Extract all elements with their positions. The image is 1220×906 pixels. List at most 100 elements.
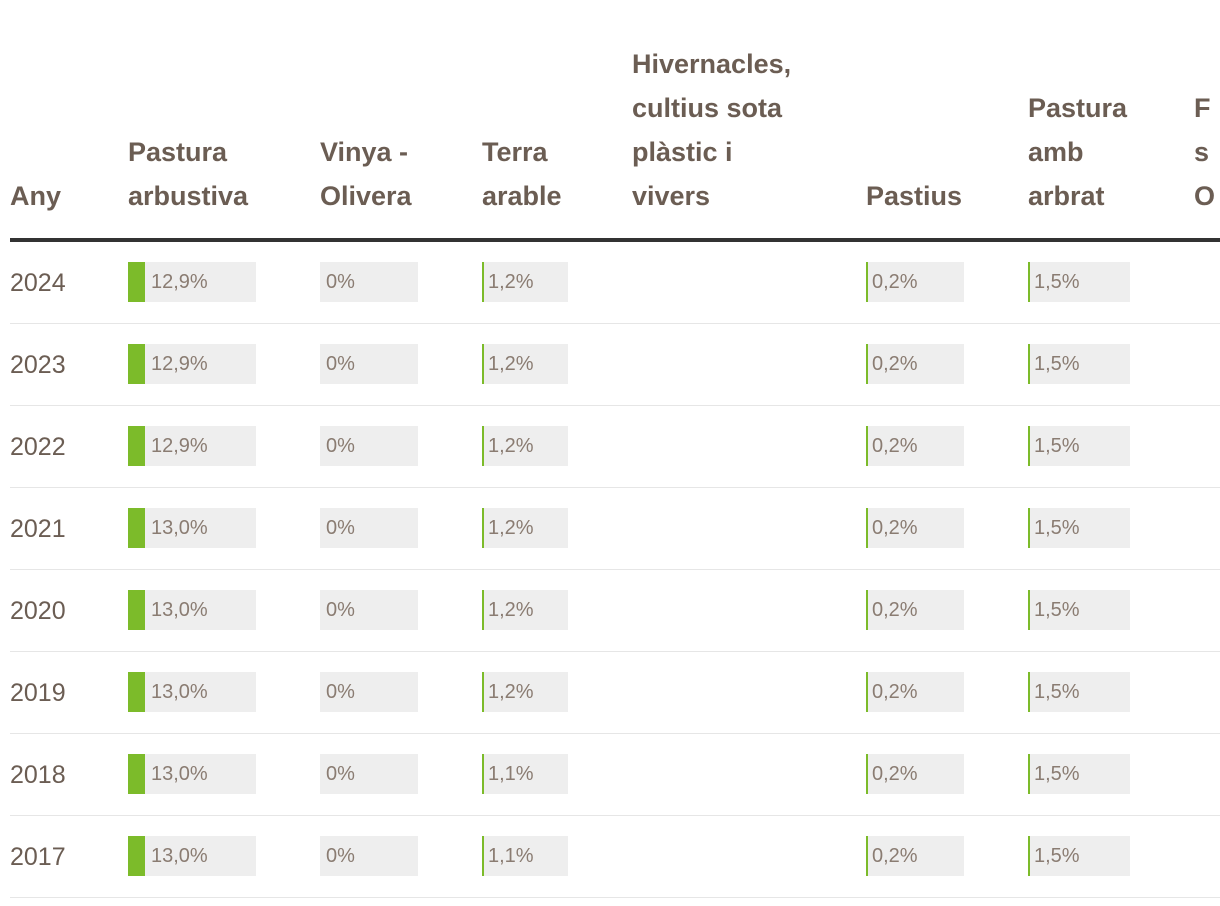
value-bar-cell: 1,2% <box>482 262 568 302</box>
value-bar-cell: 13,0% <box>128 672 256 712</box>
value-bar-fill <box>482 426 484 466</box>
value-bar-cell: 0,2% <box>866 344 964 384</box>
table-header: Any Pastura arbustiva Vinya - Olivera Terra… <box>10 0 1220 242</box>
value-bar-fill <box>482 344 484 384</box>
value-bar-cell: 0,2% <box>866 836 964 876</box>
value-bar-fill <box>482 836 484 876</box>
value-bar-cell: 1,1% <box>482 836 568 876</box>
value-label: 1,5% <box>1034 763 1080 785</box>
value-label: 0% <box>326 763 355 785</box>
table-row: 2017 13,0% 0% 1,1% 0,2% 1,5% <box>10 816 1220 898</box>
value-bar-cell: 12,9% <box>128 262 256 302</box>
value-label: 1,5% <box>1034 435 1080 457</box>
value-bar-fill <box>1028 344 1030 384</box>
value-bar-fill <box>866 672 868 712</box>
value-bar-cell: 0,2% <box>866 754 964 794</box>
year-cell: 2020 <box>10 597 66 625</box>
value-label: 0,2% <box>872 435 918 457</box>
column-header-7: F s O <box>1194 93 1216 211</box>
value-bar-fill <box>866 836 868 876</box>
value-bar-fill <box>128 508 145 548</box>
value-bar-fill <box>128 426 145 466</box>
table-row: 2021 13,0% 0% 1,2% 0,2% 1,5% <box>10 488 1220 570</box>
value-label: 0,2% <box>872 681 918 703</box>
value-bar-cell: 1,5% <box>1028 344 1130 384</box>
value-label: 1,5% <box>1034 353 1080 375</box>
value-bar-cell: 1,2% <box>482 344 568 384</box>
column-header-0: Any <box>10 181 62 211</box>
value-bar-fill <box>128 590 145 630</box>
value-bar-fill <box>866 344 868 384</box>
table-row: 2018 13,0% 0% 1,1% 0,2% 1,5% <box>10 734 1220 816</box>
value-bar-cell: 1,5% <box>1028 672 1130 712</box>
value-label: 1,5% <box>1034 599 1080 621</box>
value-bar-cell: 0% <box>320 836 418 876</box>
column-header-2: Vinya - Olivera <box>320 137 412 211</box>
value-bar-cell: 1,2% <box>482 672 568 712</box>
value-label: 1,1% <box>488 763 534 785</box>
value-label: 1,2% <box>488 271 534 293</box>
value-label: 0,2% <box>872 763 918 785</box>
value-label: 0% <box>326 845 355 867</box>
value-label: 13,0% <box>151 517 208 539</box>
column-header-5: Pastius <box>866 181 963 211</box>
value-bar-fill <box>482 590 484 630</box>
value-label: 1,2% <box>488 435 534 457</box>
column-header-1: Pastura arbustiva <box>128 137 249 211</box>
value-bar-cell: 0,2% <box>866 262 964 302</box>
value-label: 12,9% <box>151 435 208 457</box>
value-bar-fill <box>128 672 145 712</box>
table-body: 2024 12,9% 0% 1,2% 0,2% 1,5% 2023 12,9% 0% 1,2% 0,… <box>10 242 1220 898</box>
value-bar-fill <box>482 262 484 302</box>
value-bar-cell: 13,0% <box>128 590 256 630</box>
column-header-3: Terra arable <box>482 137 562 211</box>
value-label: 0% <box>326 435 355 457</box>
value-bar-cell: 0% <box>320 672 418 712</box>
column-header-4: Hivernacles, cultius sota plàstic i vive… <box>632 49 792 211</box>
value-label: 0,2% <box>872 271 918 293</box>
value-bar-cell: 0,2% <box>866 508 964 548</box>
value-label: 0% <box>326 517 355 539</box>
value-bar-fill <box>128 262 145 302</box>
value-bar-fill <box>1028 836 1030 876</box>
value-bar-fill <box>866 508 868 548</box>
value-bar-fill <box>1028 672 1030 712</box>
value-bar-cell: 0% <box>320 508 418 548</box>
value-bar-cell: 1,2% <box>482 590 568 630</box>
value-label: 1,5% <box>1034 271 1080 293</box>
value-bar-fill <box>128 344 145 384</box>
value-label: 13,0% <box>151 845 208 867</box>
value-bar-fill <box>866 426 868 466</box>
column-header-6: Pastura amb arbrat <box>1028 93 1128 211</box>
value-bar-cell: 1,2% <box>482 426 568 466</box>
value-bar-cell: 0% <box>320 262 418 302</box>
value-bar-cell: 1,5% <box>1028 262 1130 302</box>
year-cell: 2022 <box>10 433 66 461</box>
value-label: 13,0% <box>151 599 208 621</box>
value-bar-cell: 0,2% <box>866 672 964 712</box>
value-bar-cell: 13,0% <box>128 754 256 794</box>
value-bar-cell: 12,9% <box>128 426 256 466</box>
land-use-table: Any Pastura arbustiva Vinya - Olivera Terra… <box>10 0 1220 906</box>
value-bar-fill <box>866 754 868 794</box>
value-label: 0% <box>326 599 355 621</box>
value-bar-cell: 1,5% <box>1028 590 1130 630</box>
value-label: 1,5% <box>1034 845 1080 867</box>
value-label: 13,0% <box>151 681 208 703</box>
value-bar-cell: 13,0% <box>128 836 256 876</box>
value-bar-fill <box>128 754 145 794</box>
table-row: 2024 12,9% 0% 1,2% 0,2% 1,5% <box>10 242 1220 324</box>
table-row: 2019 13,0% 0% 1,2% 0,2% 1,5% <box>10 652 1220 734</box>
value-bar-cell: 1,5% <box>1028 508 1130 548</box>
value-label: 0,2% <box>872 353 918 375</box>
year-cell: 2019 <box>10 679 66 707</box>
year-cell: 2017 <box>10 843 66 871</box>
value-label: 0,2% <box>872 845 918 867</box>
value-bar-fill <box>1028 508 1030 548</box>
value-bar-fill <box>482 672 484 712</box>
value-label: 0,2% <box>872 599 918 621</box>
value-bar-fill <box>482 754 484 794</box>
value-bar-cell: 0,2% <box>866 426 964 466</box>
value-bar-fill <box>866 262 868 302</box>
value-bar-fill <box>128 836 145 876</box>
